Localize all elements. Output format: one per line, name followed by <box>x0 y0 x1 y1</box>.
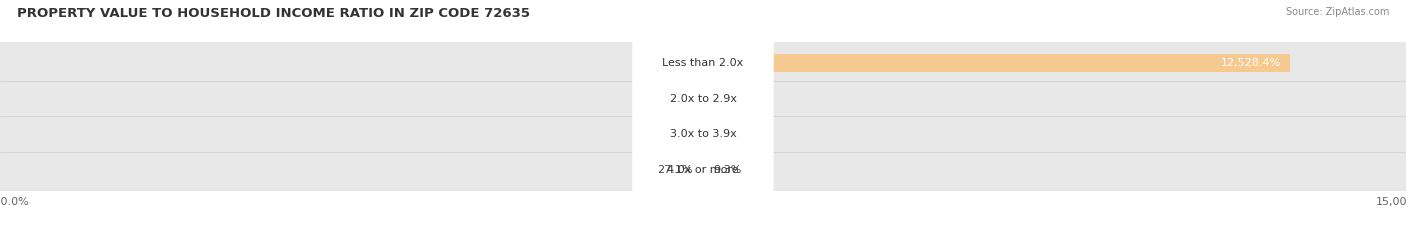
Text: 27.1%: 27.1% <box>657 165 692 175</box>
Text: Source: ZipAtlas.com: Source: ZipAtlas.com <box>1285 7 1389 17</box>
Text: 9.3%: 9.3% <box>713 165 741 175</box>
Text: 3.0x to 3.9x: 3.0x to 3.9x <box>669 129 737 139</box>
Text: 16.0%: 16.0% <box>658 129 693 139</box>
Text: 12,528.4%: 12,528.4% <box>1220 58 1281 68</box>
Text: 36.0%: 36.0% <box>657 58 692 68</box>
Bar <box>703 54 1291 72</box>
FancyBboxPatch shape <box>633 0 773 233</box>
Text: 31.4%: 31.4% <box>714 129 749 139</box>
Text: Less than 2.0x: Less than 2.0x <box>662 58 744 68</box>
Text: PROPERTY VALUE TO HOUSEHOLD INCOME RATIO IN ZIP CODE 72635: PROPERTY VALUE TO HOUSEHOLD INCOME RATIO… <box>17 7 530 20</box>
Bar <box>703 125 704 144</box>
Text: 2.0x to 2.9x: 2.0x to 2.9x <box>669 94 737 104</box>
Bar <box>702 54 703 72</box>
FancyBboxPatch shape <box>633 0 773 233</box>
Text: 43.3%: 43.3% <box>714 94 749 104</box>
Text: 20.9%: 20.9% <box>657 94 693 104</box>
FancyBboxPatch shape <box>633 0 773 233</box>
FancyBboxPatch shape <box>633 0 773 233</box>
Bar <box>703 89 704 108</box>
Text: 4.0x or more: 4.0x or more <box>668 165 738 175</box>
